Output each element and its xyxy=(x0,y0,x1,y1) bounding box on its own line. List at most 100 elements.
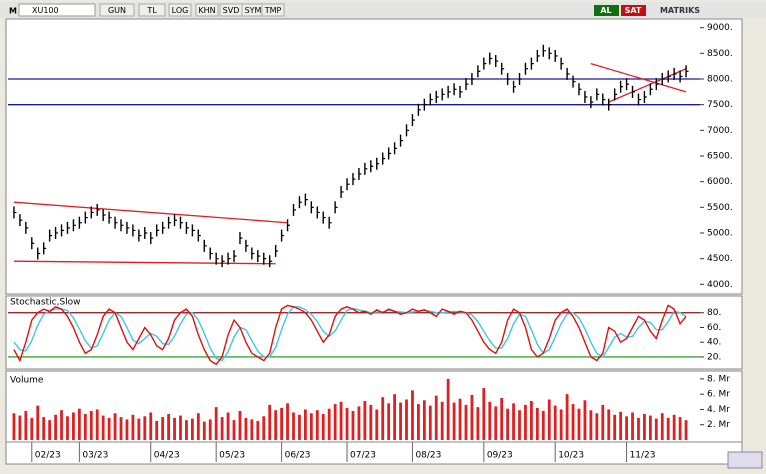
volume-bar xyxy=(547,399,551,440)
toolbar-button-label[interactable]: SYM xyxy=(245,6,262,15)
sell-button[interactable] xyxy=(621,5,646,16)
price-bar xyxy=(399,134,404,147)
price-bar xyxy=(512,80,517,93)
price-bar xyxy=(524,62,528,75)
volume-bar xyxy=(244,417,248,440)
price-bar xyxy=(280,229,285,242)
toolbar-button[interactable] xyxy=(99,3,135,17)
volume-bar xyxy=(208,419,212,440)
price-bar xyxy=(572,75,576,88)
volume-bar xyxy=(30,417,34,440)
volume-bar xyxy=(446,378,450,440)
price-panel xyxy=(5,18,743,295)
stochastic-line xyxy=(13,306,687,362)
y-tick-label: 4000. xyxy=(707,280,733,290)
toolbar-button-label[interactable]: TMP xyxy=(264,6,282,15)
volume-bar xyxy=(422,400,426,440)
symbol-box[interactable] xyxy=(18,3,96,17)
price-bar xyxy=(370,160,374,173)
volume-bar xyxy=(89,410,93,440)
volume-bar xyxy=(660,413,664,440)
x-tick-label: 06/23 xyxy=(285,451,311,461)
toolbar-button[interactable] xyxy=(138,3,166,17)
y-tick-label: 4. Mr xyxy=(707,405,730,415)
price-bar xyxy=(655,78,659,91)
volume-bar xyxy=(553,405,557,440)
price-bar xyxy=(352,173,356,186)
price-bar xyxy=(132,224,136,237)
price-bar xyxy=(78,216,82,229)
stochastic-panel xyxy=(5,295,743,370)
volume-bar xyxy=(214,407,218,440)
price-bar xyxy=(500,62,505,75)
price-bar xyxy=(649,83,653,96)
volume-bar xyxy=(345,407,349,440)
volume-bar xyxy=(167,414,170,440)
price-bar xyxy=(304,193,308,206)
volume-bar xyxy=(339,401,343,440)
price-bar xyxy=(298,196,302,209)
price-bar xyxy=(155,224,160,237)
price-bar xyxy=(364,162,368,175)
volume-bar xyxy=(143,416,147,440)
volume-bar xyxy=(411,390,414,440)
buy-label[interactable]: AL xyxy=(600,6,611,15)
toolbar-button-label[interactable]: GUN xyxy=(108,6,126,15)
price-bar xyxy=(310,201,314,214)
volume-bar xyxy=(565,394,569,440)
volume-bar xyxy=(619,411,623,440)
toolbar-button-label[interactable]: TL xyxy=(146,6,157,15)
price-bar xyxy=(90,206,94,219)
nav-icons[interactable] xyxy=(727,451,763,469)
volume-bar xyxy=(298,414,301,440)
volume-bar xyxy=(303,409,307,440)
x-tick-label: 07/23 xyxy=(350,451,376,461)
toolbar-button[interactable] xyxy=(168,3,192,17)
price-bar xyxy=(411,114,415,127)
price-bar xyxy=(245,239,249,252)
price-bar xyxy=(506,73,511,86)
price-bar xyxy=(54,226,59,239)
volume-bar xyxy=(256,420,260,440)
toolbar-button[interactable] xyxy=(195,3,219,17)
volume-bar xyxy=(101,415,105,440)
volume-bar xyxy=(464,404,468,440)
price-bar xyxy=(316,206,320,219)
volume-bar xyxy=(607,409,611,440)
price-bar xyxy=(114,216,118,229)
volume-bar xyxy=(524,404,527,440)
volume-bar xyxy=(60,410,63,440)
price-bar xyxy=(185,221,189,234)
price-bar xyxy=(25,221,29,234)
volume-bar xyxy=(268,404,272,440)
price-bar xyxy=(590,96,594,109)
volume-bar xyxy=(684,420,688,440)
volume-bar xyxy=(280,407,283,440)
volume-bar xyxy=(83,414,87,440)
price-bar xyxy=(191,224,195,237)
price-bar xyxy=(66,221,70,234)
price-bar xyxy=(423,98,427,111)
symbol[interactable]: XU100 xyxy=(32,6,59,15)
y-tick-label: 4500. xyxy=(707,254,733,264)
price-bar xyxy=(144,226,148,239)
x-tick-label: 10/23 xyxy=(558,451,584,461)
volume-bar xyxy=(678,417,682,440)
volume-bar xyxy=(506,408,510,440)
price-bar xyxy=(358,167,362,180)
x-tick-label: 11/23 xyxy=(630,451,656,461)
volume-bar xyxy=(428,405,432,440)
buy-button[interactable] xyxy=(594,5,619,16)
price-bar xyxy=(138,229,142,242)
volume-bar xyxy=(601,404,605,440)
sell-label[interactable]: SAT xyxy=(625,6,642,15)
volume-bar xyxy=(399,402,402,440)
volume-bar xyxy=(417,404,420,440)
price-bar xyxy=(328,216,332,229)
toolbar-button[interactable] xyxy=(261,3,285,17)
toolbar-button-label[interactable]: KHN xyxy=(198,6,215,15)
toolbar-button-label[interactable]: LOG xyxy=(172,6,189,15)
toolbar-button-label[interactable]: SVD xyxy=(223,6,240,15)
price-bar xyxy=(619,80,624,93)
